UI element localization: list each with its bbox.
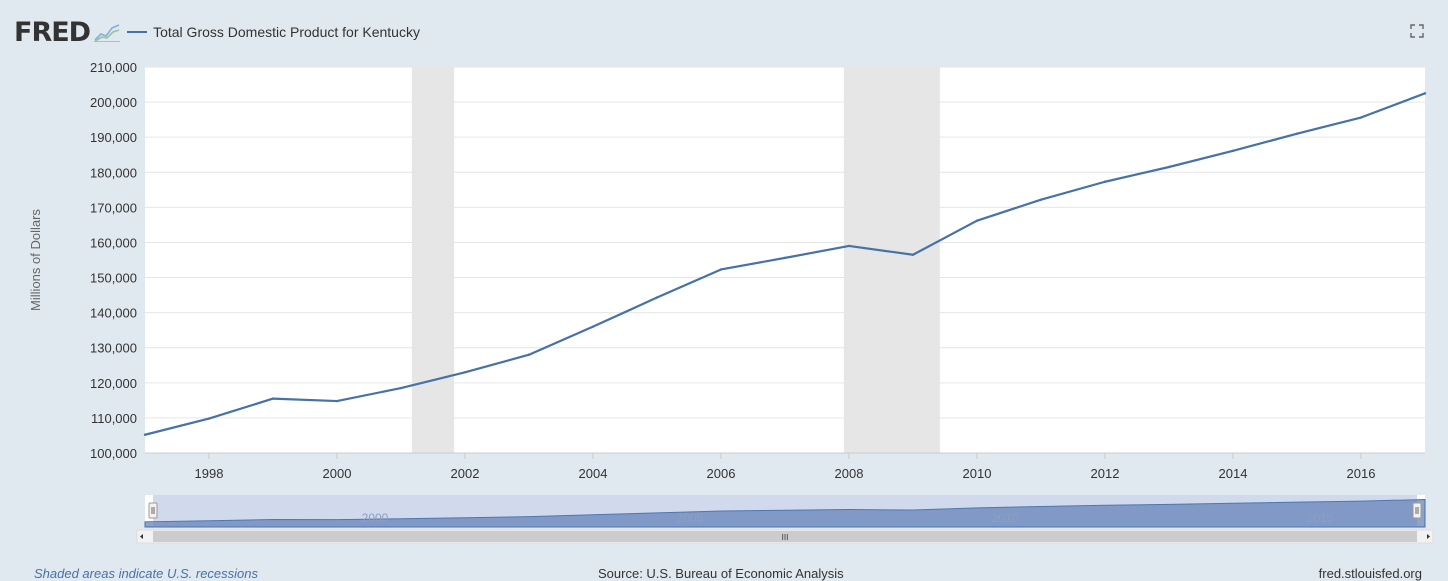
plot-area bbox=[145, 67, 1425, 453]
scrollbar-thumb[interactable] bbox=[153, 531, 1417, 542]
x-tick-label: 2008 bbox=[835, 466, 864, 481]
y-tick-label: 180,000 bbox=[90, 165, 137, 180]
data-point bbox=[1039, 198, 1043, 201]
y-tick-label: 190,000 bbox=[90, 130, 137, 145]
recession-band bbox=[411, 67, 455, 453]
data-point bbox=[719, 268, 723, 271]
data-point bbox=[527, 353, 531, 356]
legend-series-label[interactable]: Total Gross Domestic Product for Kentuck… bbox=[153, 24, 420, 40]
recession-note: Shaded areas indicate U.S. recessions bbox=[34, 566, 259, 581]
legend-series-marker bbox=[127, 31, 148, 33]
navigator-year-label: 2005 bbox=[677, 511, 704, 525]
data-point bbox=[207, 417, 211, 420]
x-tick-label: 1998 bbox=[195, 466, 224, 481]
data-point bbox=[1295, 132, 1299, 135]
x-tick-label: 2004 bbox=[579, 466, 608, 481]
navigator-handle[interactable] bbox=[148, 502, 158, 519]
source-note: Source: U.S. Bureau of Economic Analysis bbox=[598, 566, 844, 581]
chart-header: FRED Total Gross Domestic Product for Ke… bbox=[14, 14, 420, 50]
data-point bbox=[591, 325, 595, 328]
data-point bbox=[911, 253, 915, 256]
recession-band bbox=[843, 67, 940, 453]
data-point bbox=[1231, 149, 1235, 153]
navigator-series bbox=[144, 499, 1426, 528]
y-tick-label: 100,000 bbox=[90, 446, 137, 461]
y-tick-label: 130,000 bbox=[90, 341, 137, 356]
y-axis-label: Millions of Dollars bbox=[28, 209, 43, 311]
data-point bbox=[1103, 180, 1107, 183]
fred-logo[interactable]: FRED bbox=[14, 16, 91, 48]
data-point bbox=[335, 399, 339, 403]
navigator-selection bbox=[153, 495, 1417, 527]
data-point bbox=[1167, 165, 1171, 169]
scrollbar-grip: III bbox=[782, 533, 789, 542]
fullscreen-icon[interactable] bbox=[1410, 24, 1424, 38]
y-tick-label: 160,000 bbox=[90, 235, 137, 250]
x-tick-label: 2010 bbox=[963, 466, 992, 481]
navigator-year-label: 2015 bbox=[1307, 511, 1334, 525]
y-tick-label: 200,000 bbox=[90, 95, 137, 110]
data-point bbox=[271, 397, 275, 400]
scroll-right-arrow-icon[interactable] bbox=[1427, 534, 1430, 539]
data-point bbox=[143, 433, 147, 436]
site-link[interactable]: fred.stlouisfed.org bbox=[1318, 566, 1422, 581]
data-point bbox=[399, 386, 403, 390]
x-tick-label: 2002 bbox=[451, 466, 480, 481]
x-tick-label: 2000 bbox=[323, 466, 352, 481]
data-point bbox=[783, 256, 787, 260]
line-graph-icon bbox=[94, 24, 121, 42]
y-tick-label: 140,000 bbox=[90, 306, 137, 321]
y-tick-label: 210,000 bbox=[90, 60, 137, 75]
data-point bbox=[1423, 92, 1427, 95]
data-point bbox=[975, 219, 979, 222]
y-tick-label: 170,000 bbox=[90, 200, 137, 215]
y-tick-label: 120,000 bbox=[90, 376, 137, 391]
data-point bbox=[655, 296, 659, 299]
x-tick-label: 2016 bbox=[1347, 466, 1376, 481]
navigator-year-label: 2000 bbox=[362, 511, 389, 525]
data-point bbox=[463, 371, 467, 374]
data-point bbox=[1359, 116, 1363, 119]
x-tick-label: 2006 bbox=[707, 466, 736, 481]
scroll-left-arrow-icon[interactable] bbox=[140, 534, 143, 539]
x-tick-label: 2012 bbox=[1091, 466, 1120, 481]
navigator-year-label: 2010 bbox=[992, 511, 1019, 525]
navigator-handle[interactable] bbox=[1412, 502, 1422, 519]
x-tick-label: 2014 bbox=[1219, 466, 1248, 481]
data-point bbox=[847, 244, 851, 248]
y-tick-label: 150,000 bbox=[90, 271, 137, 286]
y-tick-label: 110,000 bbox=[91, 411, 137, 426]
